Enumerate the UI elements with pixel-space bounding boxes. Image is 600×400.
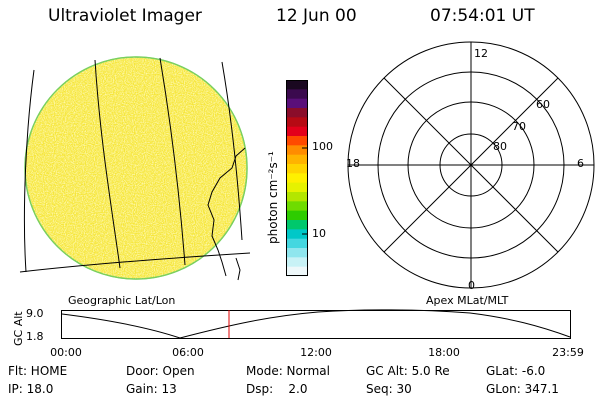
info-gc-alt: GC Alt: 5.0 Re bbox=[366, 364, 450, 378]
colorbar-swatch bbox=[286, 238, 308, 249]
colorbar-swatch bbox=[286, 145, 308, 156]
info-glat: GLat: -6.0 bbox=[486, 364, 546, 378]
colorbar-swatch bbox=[286, 126, 308, 137]
info-dsp: Dsp: 2.0 bbox=[246, 382, 308, 396]
info-flt: Flt: HOME bbox=[8, 364, 68, 378]
alt-xtick-0600: 06:00 bbox=[172, 346, 204, 359]
alt-ytick-high: 9.0 bbox=[26, 307, 44, 320]
alt-xtick-2359: 23:59 bbox=[552, 346, 584, 359]
colorbar-swatch bbox=[286, 229, 308, 240]
info-gain: Gain: 13 bbox=[126, 382, 177, 396]
colorbar-swatch bbox=[286, 182, 308, 193]
mlt-label-18: 18 bbox=[346, 157, 360, 170]
colorbar-swatch bbox=[286, 154, 308, 165]
geo-panel-label: Geographic Lat/Lon bbox=[68, 294, 176, 307]
alt-xtick-0000: 00:00 bbox=[50, 346, 82, 359]
alt-xtick-1800: 18:00 bbox=[428, 346, 460, 359]
mlt-label-12: 12 bbox=[474, 47, 488, 60]
longitude-lines bbox=[23, 57, 243, 273]
mlat-label-60: 60 bbox=[536, 98, 550, 111]
colorbar bbox=[286, 80, 308, 277]
altitude-curve bbox=[61, 309, 571, 339]
info-seq: Seq: 30 bbox=[366, 382, 412, 396]
info-ip: IP: 18.0 bbox=[8, 382, 54, 396]
colorbar-swatch bbox=[286, 173, 308, 184]
mlt-label-0: 0 bbox=[468, 279, 475, 292]
colorbar-swatch bbox=[286, 108, 308, 118]
info-glon: GLon: 347.1 bbox=[486, 382, 559, 396]
info-door: Door: Open bbox=[126, 364, 195, 378]
colorbar-swatch bbox=[286, 266, 308, 277]
colorbar-swatch bbox=[286, 257, 308, 268]
colorbar-swatch bbox=[286, 89, 308, 100]
mlat-label-70: 70 bbox=[512, 120, 526, 133]
disk-speckle bbox=[25, 57, 247, 279]
colorbar-swatch bbox=[286, 192, 308, 202]
info-mode: Mode: Normal bbox=[246, 364, 330, 378]
alt-ytick-low: 1.8 bbox=[26, 330, 44, 343]
alt-xtick-1200: 12:00 bbox=[300, 346, 332, 359]
colorbar-swatch bbox=[286, 98, 308, 109]
colorbar-swatch bbox=[286, 117, 308, 128]
colorbar-swatch bbox=[286, 80, 308, 90]
observation-date: 12 Jun 00 bbox=[276, 6, 357, 26]
colorbar-tick-10: 10 bbox=[312, 227, 326, 240]
observation-time: 07:54:01 UT bbox=[430, 6, 535, 26]
colorbar-swatch bbox=[286, 220, 308, 230]
instrument-title: Ultraviolet Imager bbox=[48, 6, 202, 26]
colorbar-swatch bbox=[286, 210, 308, 221]
colorbar-swatch bbox=[286, 136, 308, 146]
polar-panel-label: Apex MLat/MLT bbox=[426, 294, 509, 307]
mlat-label-80: 80 bbox=[493, 140, 507, 153]
colorbar-swatch bbox=[286, 201, 308, 212]
mlt-label-6: 6 bbox=[577, 157, 584, 170]
coastline bbox=[19, 147, 251, 281]
colorbar-tick-100: 100 bbox=[312, 140, 333, 153]
colorbar-swatch bbox=[286, 164, 308, 174]
colorbar-swatch bbox=[286, 248, 308, 258]
